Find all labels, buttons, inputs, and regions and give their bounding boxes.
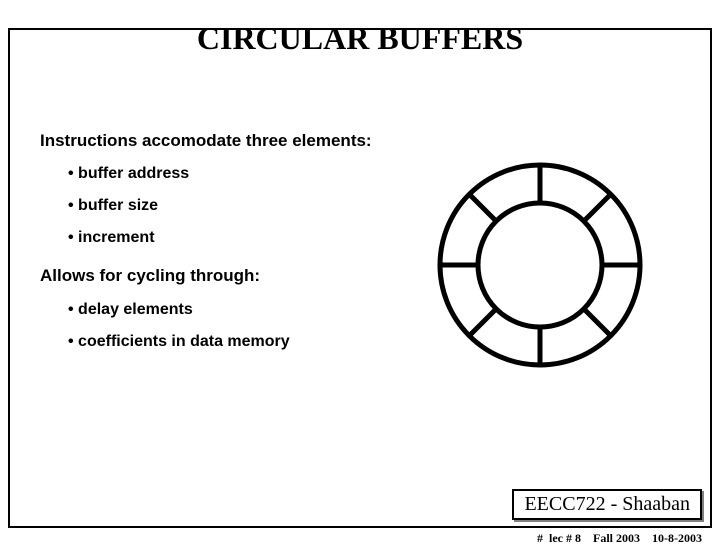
bullet-item: delay elements	[68, 301, 380, 319]
lead-text-1: Instructions accomodate three elements:	[40, 130, 380, 151]
bullet-item: buffer size	[68, 197, 380, 215]
bullet-item: coefficients in data memory	[68, 333, 380, 351]
lead-text-2: Allows for cycling through:	[40, 265, 380, 286]
footer-course-box: EECC722 - Shaaban	[512, 489, 702, 520]
circular-buffer-diagram	[425, 150, 655, 380]
bullet-item: buffer address	[68, 165, 380, 183]
content-block: Instructions accomodate three elements: …	[40, 130, 380, 369]
bullet-group-1: buffer address buffer size increment	[68, 165, 380, 247]
bullet-group-2: delay elements coefficients in data memo…	[68, 301, 380, 351]
footer-lecture-info: # lec # 8 Fall 2003 10-8-2003	[537, 531, 702, 546]
ring-icon	[425, 150, 655, 380]
bullet-item: increment	[68, 229, 380, 247]
